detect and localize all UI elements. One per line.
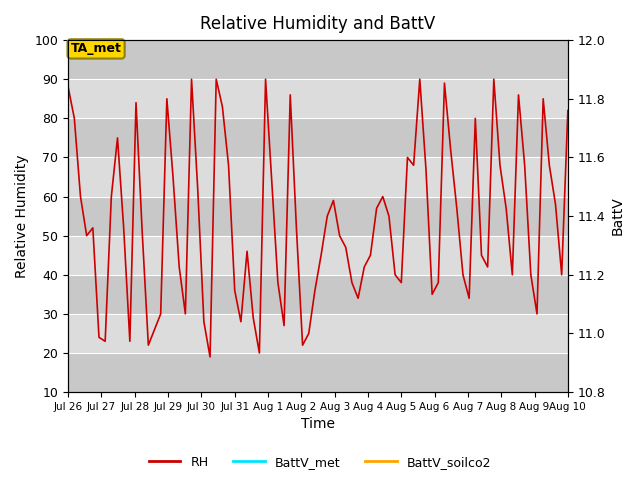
Y-axis label: BattV: BattV [611,197,625,236]
Y-axis label: Relative Humidity: Relative Humidity [15,155,29,278]
Bar [68,275,568,314]
Bar [68,197,568,236]
Bar [68,353,568,392]
Bar [68,40,568,79]
X-axis label: Time: Time [301,418,335,432]
Bar [68,119,568,157]
Text: TA_met: TA_met [70,42,122,55]
Legend: RH, BattV_met, BattV_soilco2: RH, BattV_met, BattV_soilco2 [144,451,496,474]
Title: Relative Humidity and BattV: Relative Humidity and BattV [200,15,436,33]
